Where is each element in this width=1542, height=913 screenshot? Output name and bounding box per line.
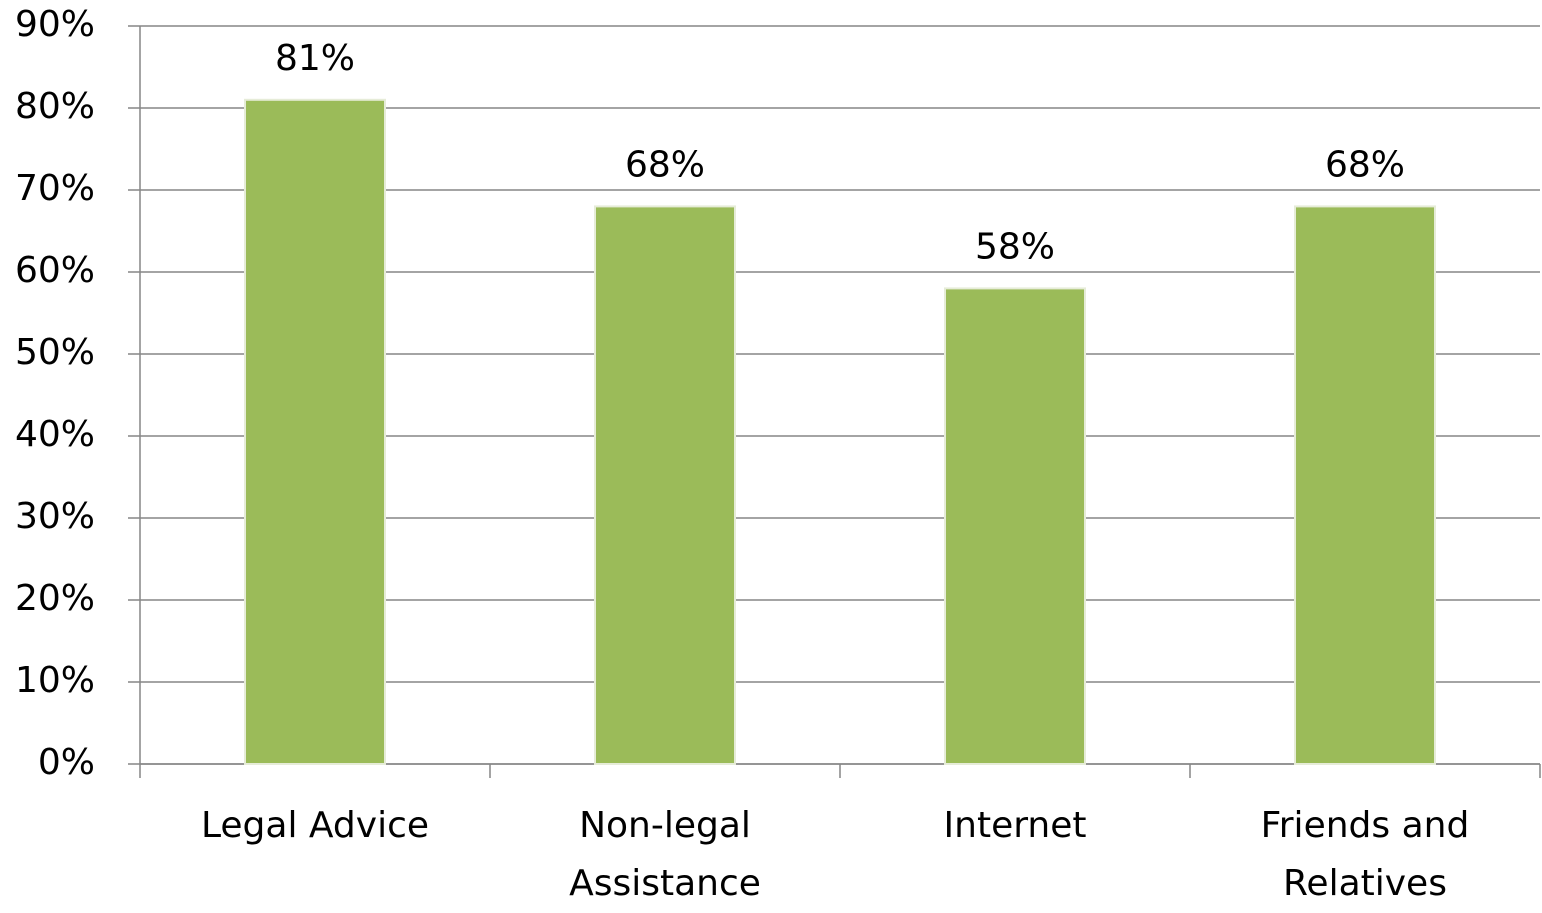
y-tick-label: 90% bbox=[15, 4, 95, 45]
bar bbox=[594, 205, 736, 765]
y-tick-label: 80% bbox=[15, 86, 95, 127]
value-label: 68% bbox=[1325, 144, 1405, 185]
y-tick-label: 40% bbox=[15, 414, 95, 455]
bar bbox=[1294, 205, 1436, 765]
y-tick-label: 60% bbox=[15, 250, 95, 291]
x-tick-label: Legal Advice bbox=[200, 805, 430, 846]
y-tick-label: 10% bbox=[15, 660, 95, 701]
value-label: 58% bbox=[975, 226, 1055, 267]
y-tick-label: 0% bbox=[38, 742, 95, 783]
value-label: 81% bbox=[275, 38, 355, 79]
y-tick-label: 20% bbox=[15, 578, 95, 619]
y-tick-label: 50% bbox=[15, 332, 95, 373]
bar bbox=[244, 98, 386, 766]
x-tick-label: Internet bbox=[943, 805, 1087, 846]
x-tick-label: Non-legal Assistance bbox=[569, 805, 761, 904]
y-tick-label: 30% bbox=[15, 496, 95, 537]
y-tick-label: 70% bbox=[15, 168, 95, 209]
x-tick-label: Friends and Relatives bbox=[1260, 805, 1470, 904]
value-label: 68% bbox=[625, 144, 705, 185]
bar bbox=[944, 287, 1086, 765]
